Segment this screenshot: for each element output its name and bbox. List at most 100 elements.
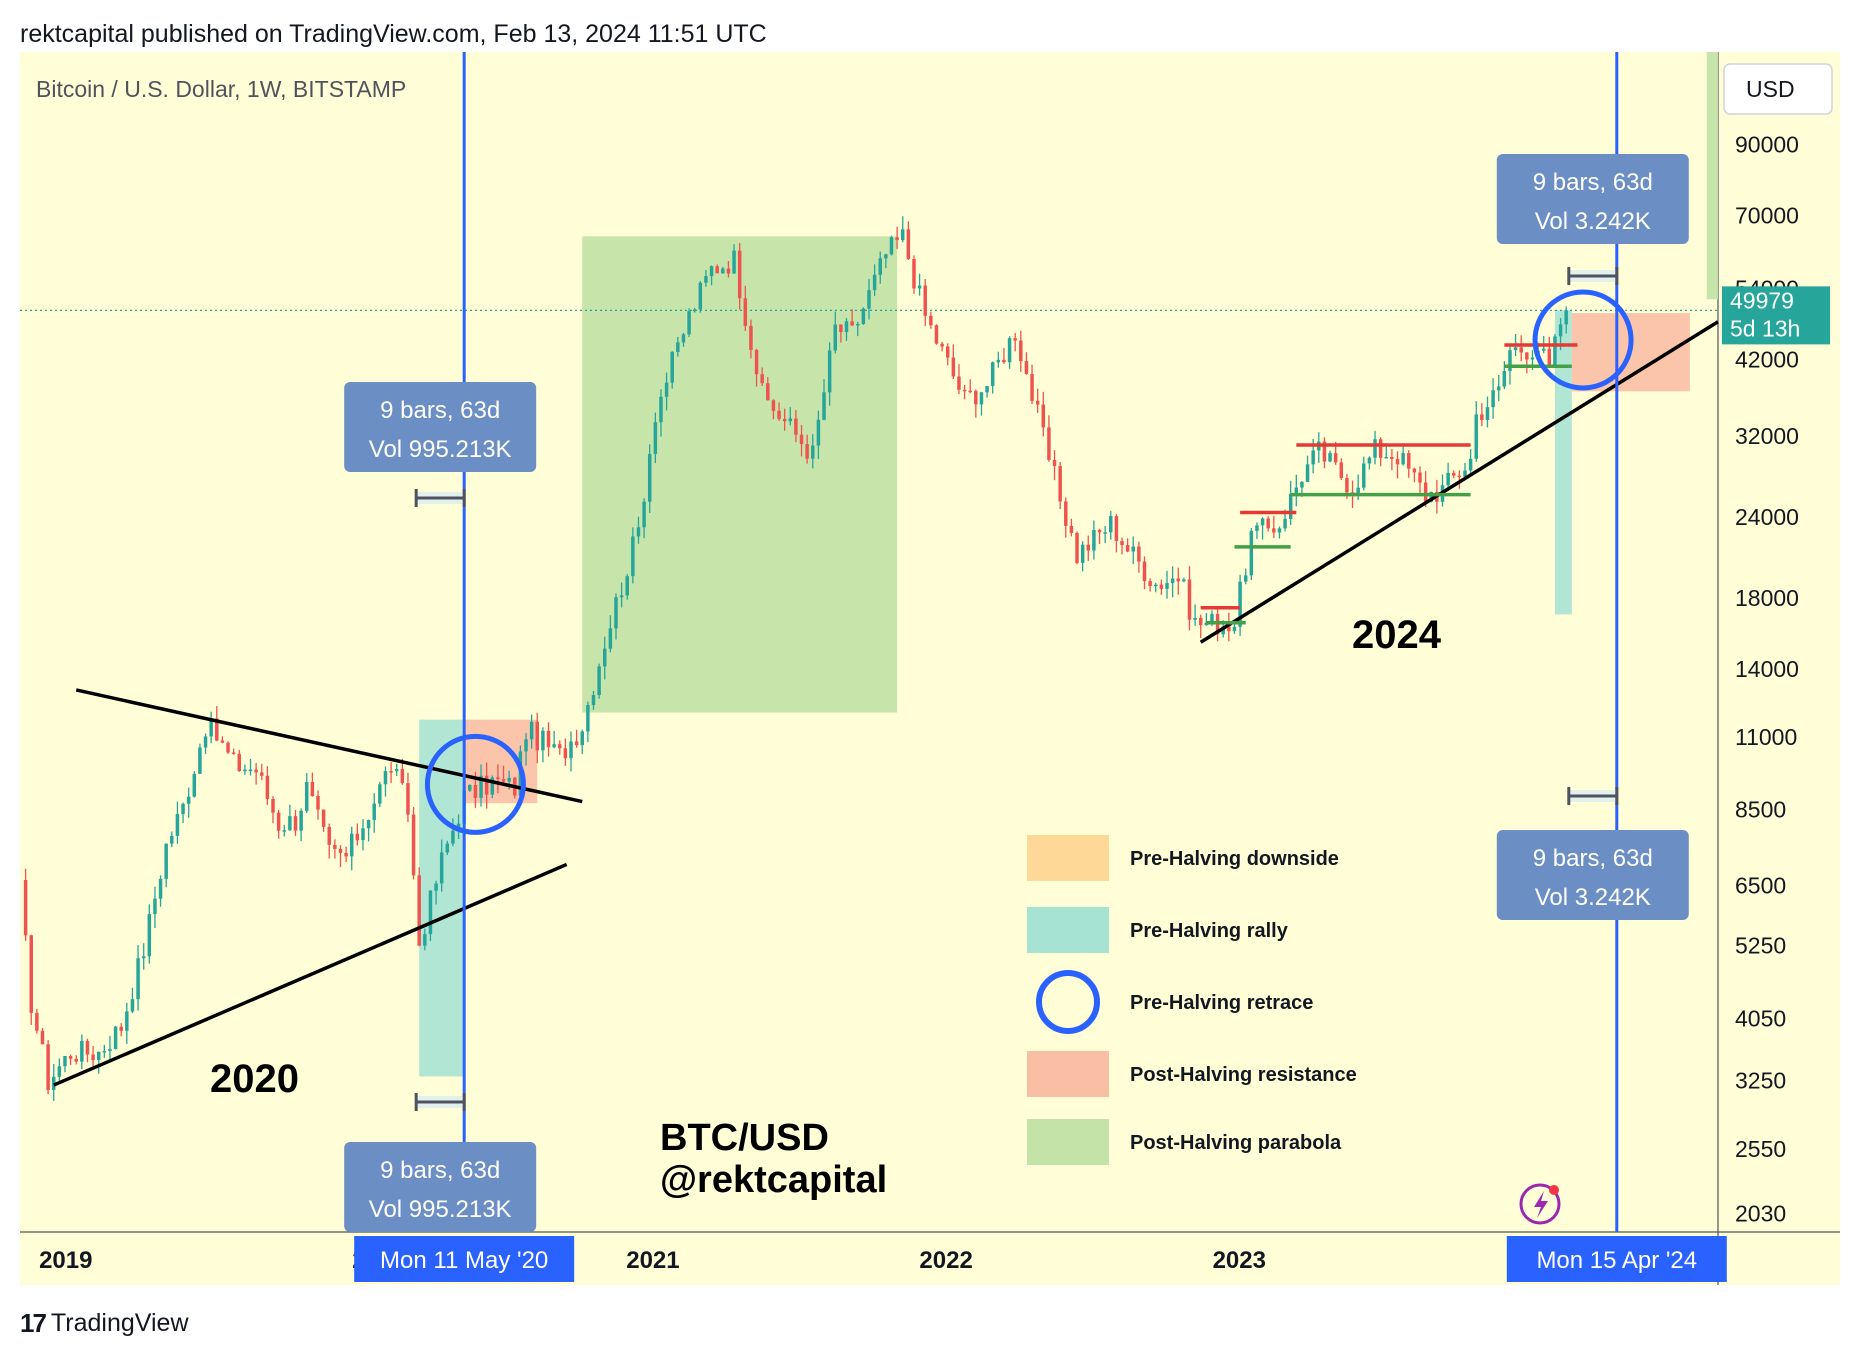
candle-body — [799, 434, 804, 445]
y-tick-label: 4050 — [1735, 1006, 1786, 1032]
candle-body — [631, 536, 635, 577]
retrace-circle-0 — [424, 733, 526, 835]
candle-body — [282, 830, 287, 832]
candle-body — [1159, 584, 1164, 589]
candle-body — [119, 1026, 123, 1031]
candle-body — [951, 357, 956, 377]
candle-body — [175, 814, 180, 836]
candle-body — [181, 803, 185, 815]
measure-label-2020-bottom-vol: Vol 995.213K — [369, 1196, 512, 1223]
candle-body — [1429, 491, 1433, 502]
alert-dot-icon — [1549, 1185, 1559, 1195]
candle-body — [1165, 583, 1169, 589]
candle-body — [872, 274, 877, 291]
candle-body — [1277, 528, 1282, 533]
candle-body — [321, 809, 326, 827]
candle-body — [468, 785, 472, 791]
candle-body — [1187, 579, 1192, 620]
candle-body — [243, 769, 247, 772]
candle-body — [681, 334, 686, 343]
cycle-label-2020: 2020 — [210, 1057, 299, 1101]
candle-body — [760, 374, 764, 384]
candle-body — [844, 321, 849, 333]
candle-body — [1019, 340, 1023, 362]
candle-body — [647, 453, 652, 502]
y-tick-label: 24000 — [1735, 504, 1799, 530]
candle-body — [1120, 541, 1124, 546]
watermark-pair: BTC/USD — [660, 1117, 829, 1159]
legend-swatch-parabola — [1027, 1119, 1109, 1165]
candle-body — [754, 350, 759, 375]
candle-body — [692, 309, 697, 312]
candle-body — [147, 914, 152, 957]
candle-body — [254, 769, 258, 773]
candle-body — [558, 744, 562, 749]
x-tick-label: 2021 — [626, 1247, 679, 1274]
candle-body — [406, 783, 410, 815]
candle-body — [316, 795, 320, 810]
y-tick-label: 2030 — [1735, 1200, 1786, 1226]
candle-body — [260, 772, 264, 776]
candle-body — [619, 595, 624, 598]
candle-body — [1468, 458, 1473, 471]
candle-body — [1013, 338, 1017, 341]
candle-body — [85, 1041, 90, 1055]
candle-body — [1007, 338, 1012, 363]
candle-body — [929, 315, 933, 326]
candle-body — [664, 382, 669, 397]
candle-body — [794, 418, 798, 435]
measure-label-2020-top-vol: Vol 995.213K — [369, 436, 512, 463]
candle-body — [23, 879, 28, 936]
candle-body — [389, 771, 393, 773]
candle-body — [113, 1026, 118, 1050]
candle-body — [1362, 463, 1366, 488]
candle-body — [749, 325, 753, 351]
candle-body — [1384, 456, 1389, 459]
candle-body — [839, 324, 843, 333]
current-price-countdown: 5d 13h — [1730, 315, 1800, 341]
x-tick-label: 2022 — [919, 1247, 972, 1274]
current-price-value: 49979 — [1730, 287, 1794, 313]
candle-body — [777, 410, 781, 419]
y-tick-label: 11000 — [1735, 724, 1797, 750]
candle-body — [597, 666, 601, 696]
candle-body — [1407, 453, 1411, 469]
candle-body — [57, 1066, 62, 1077]
y-tick-label: 32000 — [1735, 423, 1799, 449]
candle-body — [895, 237, 899, 241]
tradingview-logo-icon: 17 — [20, 1308, 47, 1338]
candle-body — [1266, 518, 1270, 529]
candle-body — [940, 343, 944, 347]
candle-body — [338, 848, 343, 853]
candle-body — [1496, 386, 1501, 391]
candle-body — [355, 833, 360, 841]
trendline-2024-support — [1199, 320, 1719, 644]
candle-body — [985, 386, 989, 393]
legend-label-parabola: Post-Halving parabola — [1130, 1132, 1342, 1154]
candle-body — [91, 1054, 95, 1061]
candle-body — [715, 266, 719, 274]
candle-body — [1530, 357, 1535, 360]
candle-body — [614, 597, 618, 629]
publish-info: rektcapital published on TradingView.com… — [20, 20, 767, 48]
candle-body — [428, 890, 433, 935]
currency-button[interactable] — [1723, 63, 1833, 115]
candle-body — [653, 422, 658, 454]
tradingview-logo[interactable]: 17 TradingView — [20, 1308, 189, 1339]
candle-body — [451, 830, 455, 844]
candle-body — [1525, 352, 1529, 360]
candle-body — [563, 748, 568, 759]
candle-body — [1260, 518, 1265, 526]
candle-body — [1305, 464, 1310, 482]
candle-body — [822, 392, 826, 420]
candle-body — [1035, 400, 1040, 405]
candle-body — [1474, 414, 1478, 459]
candle-body — [349, 833, 354, 857]
candle-body — [900, 229, 905, 241]
candle-body — [198, 747, 202, 774]
candle-body — [805, 444, 809, 459]
candle-body — [1480, 414, 1484, 421]
alert-lightning-icon[interactable] — [1519, 1183, 1561, 1225]
legend-swatch-retrace — [1036, 970, 1100, 1034]
